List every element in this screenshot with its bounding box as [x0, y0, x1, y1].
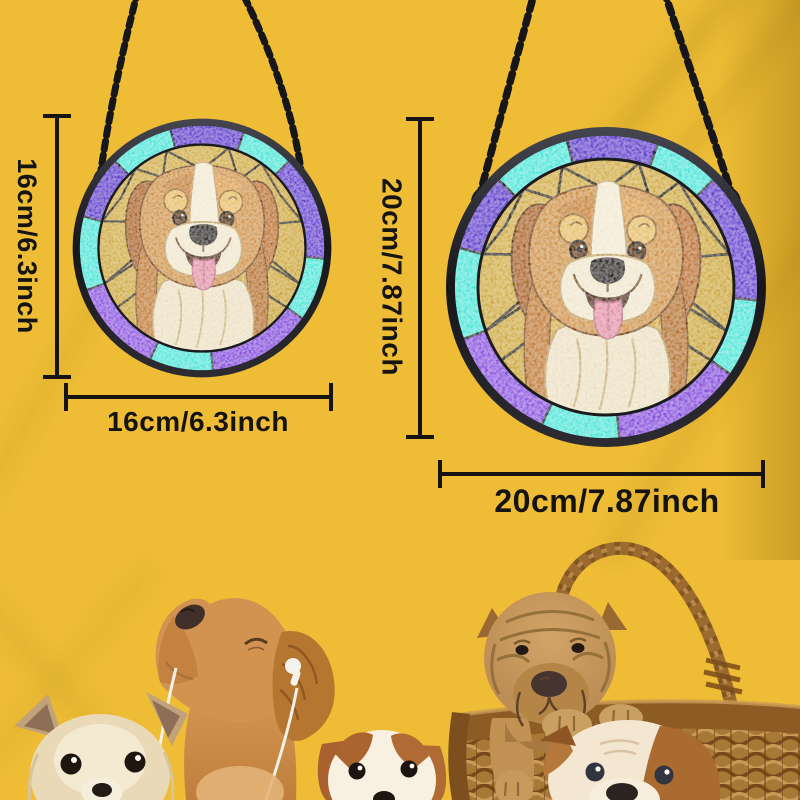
- chihuahua-photo: [14, 692, 188, 800]
- suncatcher-large: [450, 0, 761, 443]
- large-height-dimension-line: [406, 117, 434, 439]
- small-width-label: 16cm/6.3inch: [107, 406, 289, 437]
- large-width-dimension-line: [438, 460, 765, 488]
- sharpei-puppy-photo: [477, 592, 643, 800]
- golden-retriever-photo: [151, 598, 335, 800]
- cavalier-puppy-photo: [317, 730, 447, 800]
- hanging-chain: [475, 0, 737, 202]
- basket-handle: [553, 541, 743, 710]
- hanging-chain: [96, 0, 306, 181]
- bulldog-puppy-photo: [540, 720, 720, 800]
- small-height-dimension-line: [43, 114, 71, 379]
- small-width-dimension-line: [64, 383, 333, 411]
- small-height-label: 16cm/6.3inch: [12, 158, 42, 334]
- large-width-label: 20cm/7.87inch: [494, 483, 719, 519]
- dimension-lines: [43, 114, 765, 488]
- suncatcher-small: [76, 0, 328, 374]
- large-height-label: 20cm/7.87inch: [377, 178, 408, 376]
